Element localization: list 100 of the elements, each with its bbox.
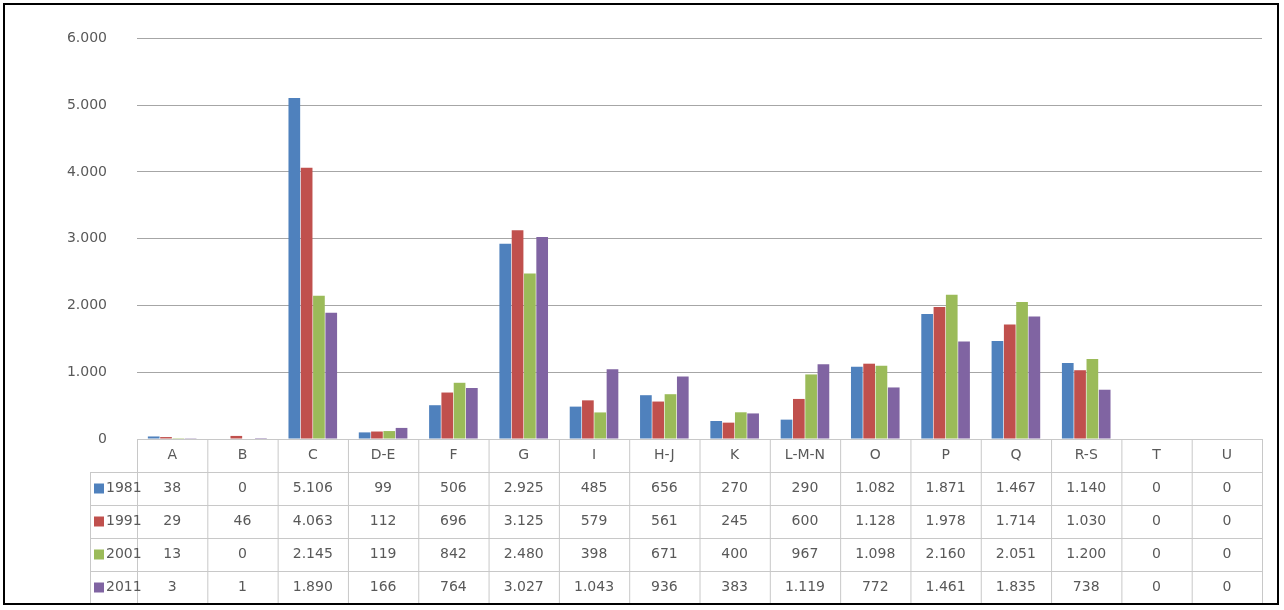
data-label: 2.145 (292, 545, 333, 562)
data-label: 842 (440, 545, 467, 562)
bar (933, 306, 946, 439)
data-label: 764 (440, 578, 467, 595)
bar (710, 420, 723, 439)
data-label: 0 (1152, 479, 1161, 496)
bar (230, 435, 243, 439)
data-label: 0 (1222, 578, 1232, 595)
data-label: 112 (369, 512, 397, 529)
x-tick-label: A (167, 446, 178, 463)
x-tick-label: H-J (654, 446, 675, 463)
bar (582, 400, 594, 439)
data-label: 696 (440, 512, 467, 529)
data-label: 2.925 (503, 479, 544, 496)
data-label: 5.106 (292, 479, 333, 496)
data-label: 99 (374, 479, 393, 496)
data-label: 0 (238, 545, 247, 562)
bar (606, 369, 619, 439)
bar (850, 366, 863, 439)
data-label: 1.890 (292, 578, 333, 595)
legend-label: 1991 (106, 512, 142, 529)
data-label: 166 (369, 578, 397, 595)
bar (358, 432, 371, 439)
x-tick-label: T (1151, 446, 1162, 463)
bar (805, 374, 817, 439)
data-label: 0 (1222, 479, 1232, 496)
bar (1074, 370, 1086, 439)
data-label: 967 (791, 545, 819, 562)
bar (747, 413, 759, 439)
data-label: 0 (238, 479, 247, 496)
data-label: 1.871 (925, 479, 966, 496)
x-tick-label: O (869, 446, 881, 463)
data-label: 29 (163, 512, 182, 529)
bar (1003, 324, 1016, 439)
bar (536, 236, 549, 439)
y-tick-label: 2.000 (66, 296, 107, 313)
data-label: 936 (650, 578, 678, 595)
x-tick-label: R-S (1074, 446, 1098, 463)
bar (640, 395, 652, 439)
data-label: 2.160 (925, 545, 966, 562)
bar (524, 273, 536, 439)
y-tick-label: 0 (98, 429, 107, 446)
bar (1016, 302, 1028, 439)
bar (1028, 316, 1041, 439)
data-label: 579 (580, 512, 608, 529)
data-label: 1.714 (995, 512, 1037, 529)
data-label: 1.140 (1066, 479, 1107, 496)
data-label: 290 (791, 479, 819, 496)
data-label: 245 (721, 512, 749, 529)
x-tick-label: Q (1010, 446, 1022, 463)
bar (921, 314, 933, 439)
x-tick-label: I (591, 446, 597, 463)
bar (147, 436, 160, 439)
data-label: 3.125 (503, 512, 544, 529)
data-label: 0 (1222, 512, 1232, 529)
data-label: 400 (721, 545, 749, 562)
bar (734, 412, 747, 439)
bar (594, 412, 607, 439)
data-label: 2.480 (503, 545, 544, 562)
data-label: 1 (238, 578, 247, 595)
x-tick-label: D-E (370, 446, 396, 463)
data-label: 398 (580, 545, 608, 562)
bar (945, 294, 958, 439)
y-tick-label: 6.000 (66, 29, 107, 46)
bar (817, 364, 830, 439)
data-label: 0 (1152, 545, 1161, 562)
bar (792, 398, 805, 439)
data-label: 485 (580, 479, 608, 496)
data-label: 506 (440, 479, 467, 496)
x-tick-label: F (449, 446, 458, 463)
bar (676, 376, 689, 439)
data-label: 561 (650, 512, 678, 529)
data-label: 119 (369, 545, 397, 562)
data-label: 671 (650, 545, 678, 562)
x-tick-label: U (1221, 446, 1232, 463)
y-tick-label: 5.000 (66, 95, 107, 112)
bar (499, 243, 512, 439)
data-label: 38 (163, 479, 182, 496)
data-label: 772 (861, 578, 889, 595)
bar (1098, 389, 1111, 439)
bar (313, 295, 325, 439)
legend-label: 1981 (106, 479, 142, 496)
data-label: 1.119 (784, 578, 826, 595)
data-label: 0 (1222, 545, 1232, 562)
data-label: 2.051 (995, 545, 1036, 562)
bar (1061, 362, 1074, 439)
data-label: 738 (1072, 578, 1100, 595)
bar (395, 427, 408, 439)
data-label: 656 (650, 479, 678, 496)
bar (780, 419, 793, 439)
data-label: 600 (791, 512, 819, 529)
bar (300, 167, 313, 439)
data-label: 13 (163, 545, 182, 562)
data-label: 46 (233, 512, 252, 529)
y-tick-label: 4.000 (66, 162, 107, 179)
bar (887, 387, 900, 439)
data-label: 1.082 (855, 479, 896, 496)
bar (288, 98, 301, 439)
bar (511, 230, 524, 439)
data-label: 1.467 (995, 479, 1036, 496)
